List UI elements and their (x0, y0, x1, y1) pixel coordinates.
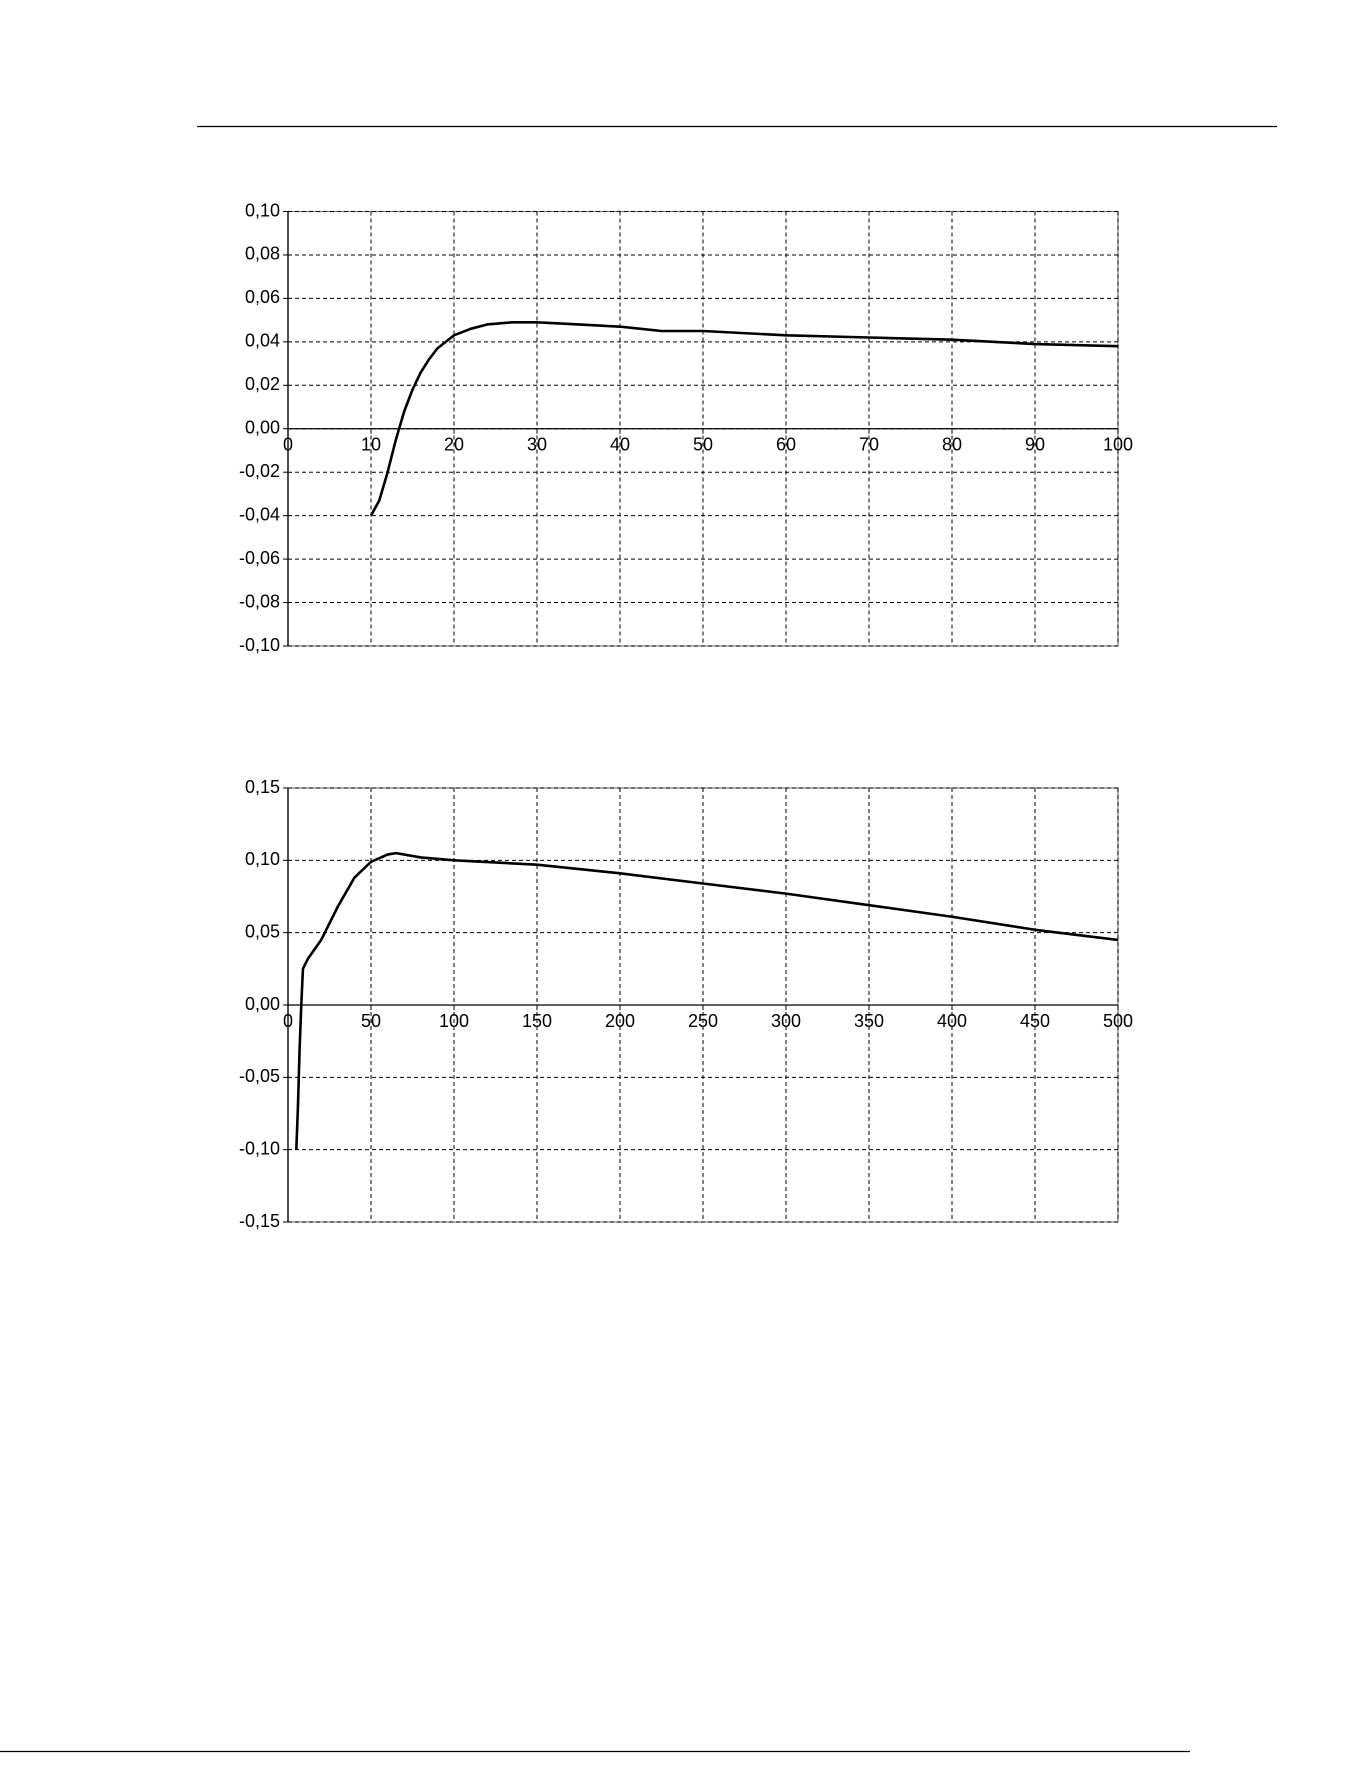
x-tick-label: 250 (688, 1011, 718, 1031)
y-tick-label: -0,06 (239, 548, 280, 568)
x-tick-label: 450 (1020, 1011, 1050, 1031)
x-tick-label: 350 (854, 1011, 884, 1031)
y-tick-label: 0,05 (245, 921, 280, 941)
y-tick-label: 0,10 (245, 200, 280, 220)
y-tick-label: 0,06 (245, 287, 280, 307)
y-tick-label: -0,10 (239, 1138, 280, 1158)
x-tick-label: 300 (771, 1011, 801, 1031)
y-tick-label: 0,08 (245, 244, 280, 264)
y-tick-label: 0,04 (245, 331, 280, 351)
x-tick-label: 50 (361, 1011, 381, 1031)
x-tick-label: 60 (776, 435, 796, 455)
x-tick-label: 80 (942, 435, 962, 455)
x-tick-label: 400 (937, 1011, 967, 1031)
y-tick-label: -0,02 (239, 461, 280, 481)
x-tick-label: 20 (444, 435, 464, 455)
y-tick-label: 0,02 (245, 374, 280, 394)
data-line (369, 320, 1119, 517)
y-tick-label: -0,05 (239, 1066, 280, 1086)
y-tick-label: 0,15 (245, 777, 280, 797)
x-tick-label: 50 (693, 435, 713, 455)
y-tick-label: -0,10 (239, 635, 280, 655)
x-tick-label: 150 (522, 1011, 552, 1031)
data-line (295, 851, 1119, 1150)
y-tick-label: -0,04 (239, 504, 280, 524)
y-tick-label: -0,08 (239, 591, 280, 611)
x-tick-label: 200 (605, 1011, 635, 1031)
y-tick-label: 0,00 (245, 994, 280, 1014)
x-tick-label: 90 (1025, 435, 1045, 455)
x-tick-label: 10 (361, 435, 381, 455)
x-tick-label: 40 (610, 435, 630, 455)
x-tick-label: 30 (527, 435, 547, 455)
y-tick-label: 0,10 (245, 849, 280, 869)
x-tick-label: 500 (1103, 1011, 1133, 1031)
y-tick-label: 0,00 (245, 418, 280, 438)
y-tick-label: -0,15 (239, 1211, 280, 1231)
x-tick-label: 100 (1103, 435, 1133, 455)
x-tick-label: 70 (859, 435, 879, 455)
x-tick-label: 100 (439, 1011, 469, 1031)
